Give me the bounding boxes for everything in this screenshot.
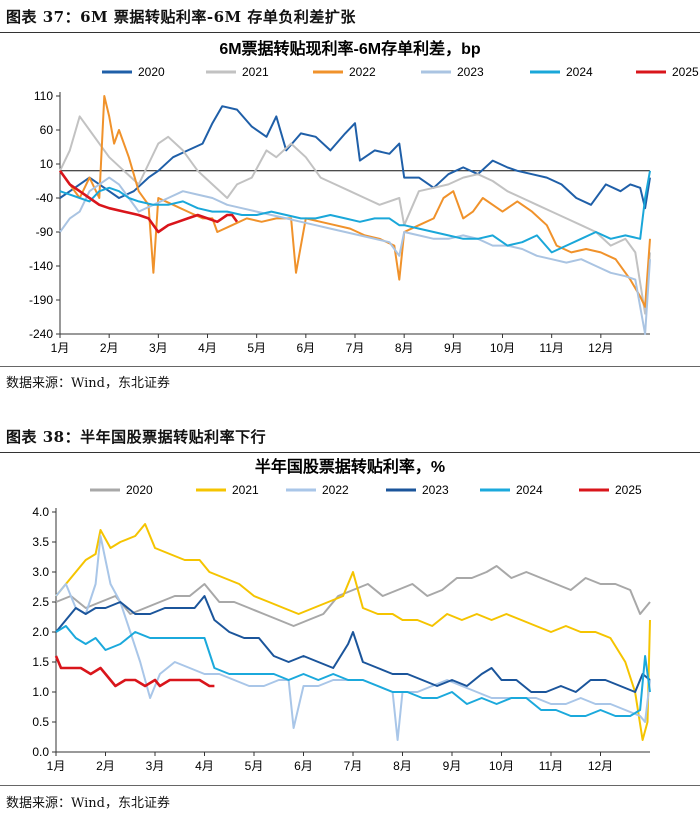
- x-tick-label: 12月: [588, 341, 613, 355]
- chart-title: 6M票据转贴现利率-6M存单利差，bp: [219, 39, 481, 58]
- series-line-2022: [59, 95, 651, 308]
- legend-label-2023: 2023: [422, 483, 449, 497]
- legend-label-2021: 2021: [232, 483, 259, 497]
- y-tick-label: 3.0: [32, 565, 49, 579]
- y-tick-label: 0.0: [32, 745, 49, 759]
- x-tick-label: 7月: [344, 759, 363, 773]
- legend-label-2022: 2022: [322, 483, 349, 497]
- figure-37-bottom-rule: [0, 366, 700, 367]
- x-tick-label: 11月: [539, 341, 563, 355]
- x-tick-label: 9月: [444, 341, 463, 355]
- series-line-2025: [54, 655, 215, 688]
- series-line-2024: [55, 625, 651, 717]
- y-tick-label: 1.0: [32, 685, 49, 699]
- legend-label-2025: 2025: [615, 483, 642, 497]
- legend-label-2024: 2024: [516, 483, 543, 497]
- figure-37-heading: 图表 37：6M 票据转贴利率-6M 存单负利差扩张: [6, 8, 356, 26]
- figure-38-source: 数据来源：Wind，东北证券: [6, 796, 170, 811]
- series-line-2022: [55, 535, 651, 741]
- legend-label-2021: 2021: [242, 65, 269, 79]
- series-line-2020: [59, 105, 651, 210]
- x-tick-label: 1月: [47, 759, 66, 773]
- legend-label-2022: 2022: [349, 65, 376, 79]
- figure-38-heading: 图表 38：半年国股票据转贴利率下行: [6, 428, 267, 446]
- x-tick-label: 5月: [245, 759, 264, 773]
- x-tick-label: 10月: [490, 341, 515, 355]
- series-line-2021: [55, 523, 651, 741]
- x-tick-label: 4月: [198, 341, 217, 355]
- x-tick-label: 9月: [443, 759, 462, 773]
- legend-label-2020: 2020: [126, 483, 153, 497]
- x-tick-label: 11月: [539, 759, 563, 773]
- figure-37-top-rule: [0, 32, 700, 33]
- x-tick-label: 5月: [247, 341, 266, 355]
- y-tick-label: 2.5: [32, 595, 49, 609]
- x-tick-label: 1月: [51, 341, 70, 355]
- y-tick-label: 110: [34, 89, 53, 103]
- y-tick-label: -90: [36, 225, 54, 239]
- chart-title: 半年国股票据转贴利率，%: [255, 457, 445, 476]
- x-tick-label: 2月: [100, 341, 119, 355]
- x-tick-label: 12月: [588, 759, 613, 773]
- x-tick-label: 3月: [149, 341, 168, 355]
- y-tick-label: -140: [29, 259, 53, 273]
- series-line-2024: [59, 170, 651, 254]
- x-tick-label: 6月: [296, 341, 315, 355]
- figure-37-source: 数据来源：Wind，东北证券: [6, 376, 170, 391]
- x-tick-label: 3月: [146, 759, 165, 773]
- y-tick-label: 1.5: [32, 655, 49, 669]
- series-line-2021: [59, 115, 651, 315]
- x-tick-label: 8月: [395, 341, 414, 355]
- figure-38-chart: 半年国股票据转贴利率，% 2020 2021 2022 2023 2024 2025 4.0 3…: [32, 457, 651, 773]
- y-tick-label: 4.0: [32, 505, 49, 519]
- y-tick-label: 10: [40, 157, 54, 171]
- legend-label-2020: 2020: [138, 65, 165, 79]
- series-line-2025: [58, 170, 239, 234]
- figure-37-chart: 6M票据转贴现利率-6M存单利差，bp 2020 2021 2022 2023 2024 2…: [29, 39, 699, 355]
- series-line-2020: [55, 565, 651, 627]
- x-tick-label: 2月: [96, 759, 115, 773]
- y-tick-label: -40: [36, 191, 54, 205]
- x-tick-label: 8月: [393, 759, 412, 773]
- y-tick-label: -190: [29, 293, 53, 307]
- y-tick-label: -240: [29, 327, 53, 341]
- figure-38-bottom-rule: [0, 785, 700, 786]
- y-tick-label: 0.5: [32, 715, 49, 729]
- y-tick-label: 2.0: [32, 625, 49, 639]
- x-tick-label: 7月: [346, 341, 365, 355]
- x-tick-label: 10月: [489, 759, 514, 773]
- y-tick-label: 60: [40, 123, 54, 137]
- x-tick-label: 6月: [294, 759, 313, 773]
- x-tick-label: 4月: [195, 759, 214, 773]
- y-tick-label: 3.5: [32, 535, 49, 549]
- legend-label-2025: 2025: [672, 65, 699, 79]
- legend-label-2023: 2023: [457, 65, 484, 79]
- figure-38-top-rule: [0, 452, 700, 453]
- legend-label-2024: 2024: [566, 65, 593, 79]
- series-line-2023: [55, 595, 651, 693]
- series-line-2023: [59, 176, 651, 335]
